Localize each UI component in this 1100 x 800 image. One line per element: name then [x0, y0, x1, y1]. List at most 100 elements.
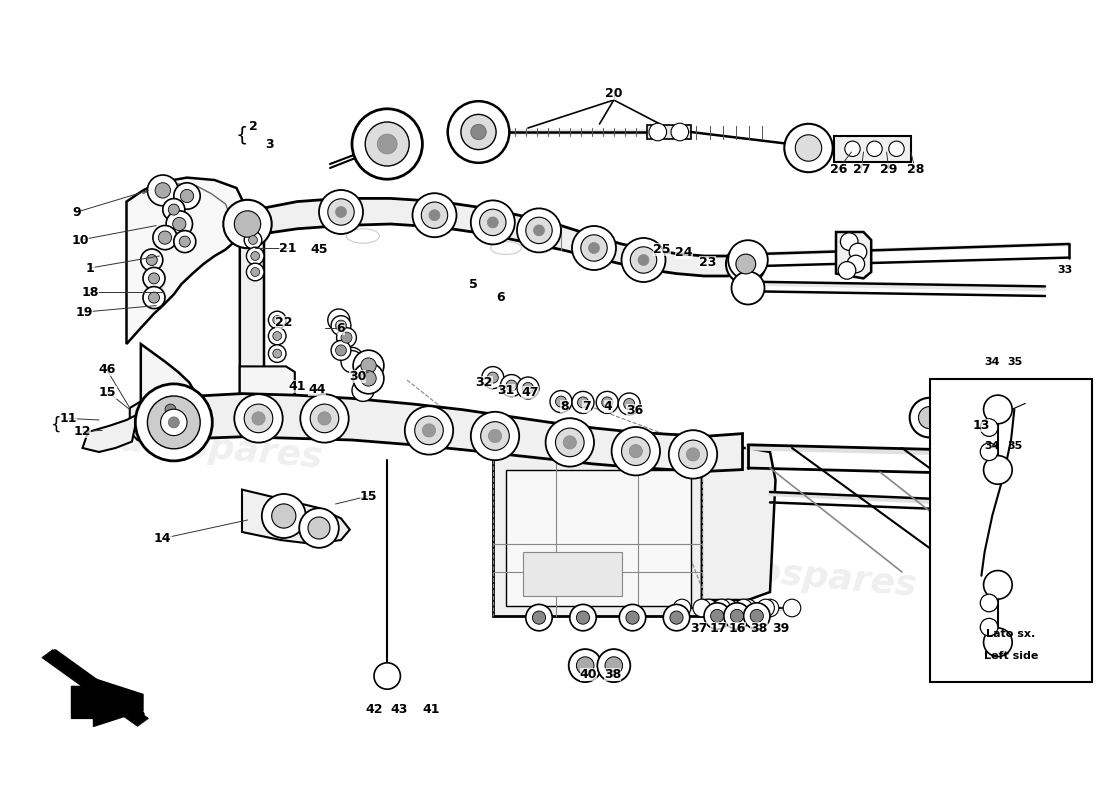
- Circle shape: [481, 422, 509, 450]
- Circle shape: [448, 102, 509, 162]
- Text: 16: 16: [728, 622, 746, 634]
- Circle shape: [180, 190, 194, 202]
- Circle shape: [365, 122, 409, 166]
- Text: 37: 37: [690, 622, 707, 634]
- Text: 29: 29: [880, 163, 898, 176]
- Circle shape: [223, 200, 272, 248]
- Circle shape: [649, 123, 667, 141]
- Polygon shape: [836, 232, 871, 278]
- Text: 36: 36: [626, 404, 644, 417]
- Bar: [522, 552, 622, 596]
- Circle shape: [669, 430, 717, 478]
- Circle shape: [517, 377, 539, 399]
- Circle shape: [618, 393, 640, 415]
- Circle shape: [422, 424, 436, 437]
- Text: eurospares: eurospares: [434, 421, 666, 475]
- Circle shape: [588, 242, 600, 254]
- Polygon shape: [141, 344, 200, 434]
- Circle shape: [795, 134, 822, 162]
- Circle shape: [353, 350, 384, 381]
- Polygon shape: [240, 224, 264, 396]
- Text: {: {: [51, 416, 62, 434]
- Text: 31: 31: [497, 384, 515, 397]
- Text: 46: 46: [98, 363, 116, 376]
- Text: Lato sx.: Lato sx.: [987, 629, 1035, 638]
- Circle shape: [730, 610, 744, 622]
- Circle shape: [980, 594, 998, 612]
- Polygon shape: [170, 394, 742, 471]
- Circle shape: [670, 611, 683, 624]
- Circle shape: [310, 404, 339, 433]
- Circle shape: [581, 235, 607, 261]
- Circle shape: [331, 316, 351, 335]
- Circle shape: [693, 599, 711, 617]
- Circle shape: [671, 123, 689, 141]
- Circle shape: [244, 231, 262, 249]
- Circle shape: [174, 182, 200, 210]
- Circle shape: [251, 267, 260, 276]
- Text: 32: 32: [475, 376, 493, 389]
- Circle shape: [522, 382, 534, 394]
- Circle shape: [168, 204, 179, 215]
- Circle shape: [158, 231, 172, 244]
- Circle shape: [576, 611, 590, 624]
- Circle shape: [336, 345, 346, 356]
- Circle shape: [724, 603, 750, 629]
- Circle shape: [148, 273, 159, 284]
- Circle shape: [739, 599, 757, 617]
- Circle shape: [234, 210, 261, 238]
- Text: 41: 41: [288, 380, 306, 393]
- Circle shape: [268, 345, 286, 362]
- Circle shape: [262, 494, 306, 538]
- Circle shape: [761, 599, 779, 617]
- Text: 6: 6: [496, 291, 505, 304]
- Circle shape: [377, 134, 397, 154]
- Text: 43: 43: [390, 703, 408, 716]
- Text: 22: 22: [275, 316, 293, 329]
- Circle shape: [336, 320, 346, 331]
- Circle shape: [889, 141, 904, 157]
- Text: 3: 3: [265, 138, 274, 150]
- Text: 25: 25: [653, 243, 671, 256]
- Circle shape: [488, 430, 502, 442]
- Circle shape: [352, 379, 374, 402]
- Circle shape: [300, 394, 349, 442]
- Text: 15: 15: [360, 490, 377, 502]
- Text: 45: 45: [310, 243, 328, 256]
- Bar: [834, 136, 911, 162]
- Circle shape: [980, 618, 998, 636]
- Circle shape: [596, 391, 618, 414]
- Circle shape: [249, 235, 257, 245]
- Text: 18: 18: [81, 286, 99, 298]
- Circle shape: [361, 358, 376, 374]
- Text: 26: 26: [829, 163, 847, 176]
- Circle shape: [578, 397, 588, 408]
- Circle shape: [153, 226, 177, 250]
- Circle shape: [983, 395, 1012, 424]
- Circle shape: [480, 209, 506, 235]
- Circle shape: [918, 406, 940, 429]
- Circle shape: [597, 649, 630, 682]
- Bar: [647, 125, 691, 139]
- Circle shape: [576, 657, 594, 674]
- Circle shape: [244, 404, 273, 433]
- Circle shape: [415, 416, 443, 445]
- Circle shape: [336, 206, 346, 218]
- Circle shape: [148, 292, 159, 303]
- Circle shape: [141, 249, 163, 271]
- Text: 28: 28: [906, 163, 924, 176]
- Circle shape: [624, 398, 635, 410]
- Circle shape: [161, 410, 187, 435]
- Circle shape: [482, 366, 504, 389]
- Circle shape: [143, 267, 165, 290]
- Circle shape: [732, 271, 764, 305]
- Text: 9: 9: [73, 206, 81, 218]
- Circle shape: [719, 599, 737, 617]
- Text: 17: 17: [710, 622, 727, 634]
- Text: 47: 47: [521, 386, 539, 398]
- Circle shape: [629, 445, 642, 458]
- Text: 34: 34: [984, 442, 1000, 451]
- Text: 44: 44: [308, 383, 326, 396]
- Text: 34: 34: [984, 357, 1000, 366]
- Circle shape: [147, 396, 200, 449]
